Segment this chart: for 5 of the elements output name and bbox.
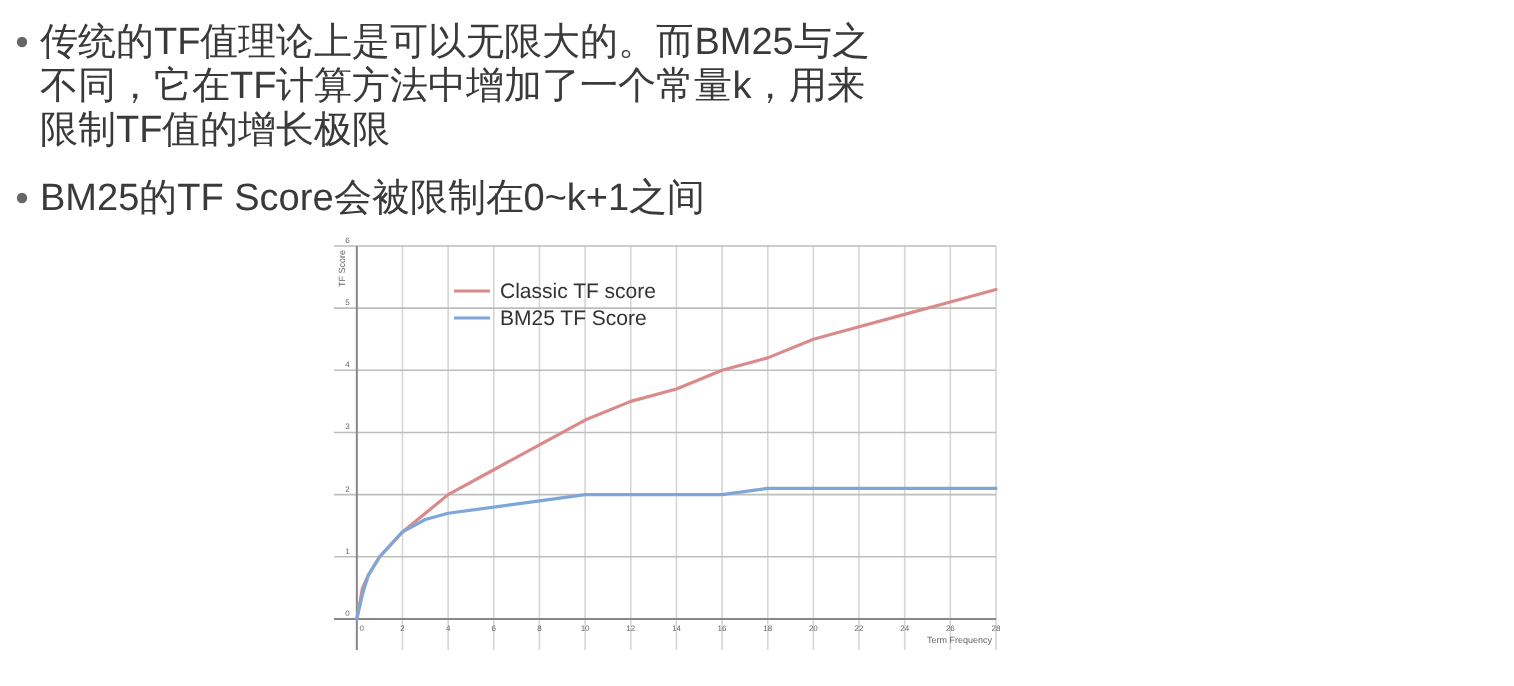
line-series bbox=[355, 486, 998, 621]
legend-label: BM25 TF Score bbox=[500, 307, 647, 331]
legend-label: Classic TF score bbox=[500, 280, 657, 304]
chart-subtitle: BM25的TF Score会被限制在0~k+1之间 bbox=[40, 176, 706, 220]
chart-title: 传统的TF值理论上是可以无限大的。而BM25与之不同，它在TF计算方法中增加了一个常量k，用来限制TF值的增长极限 bbox=[40, 20, 870, 152]
